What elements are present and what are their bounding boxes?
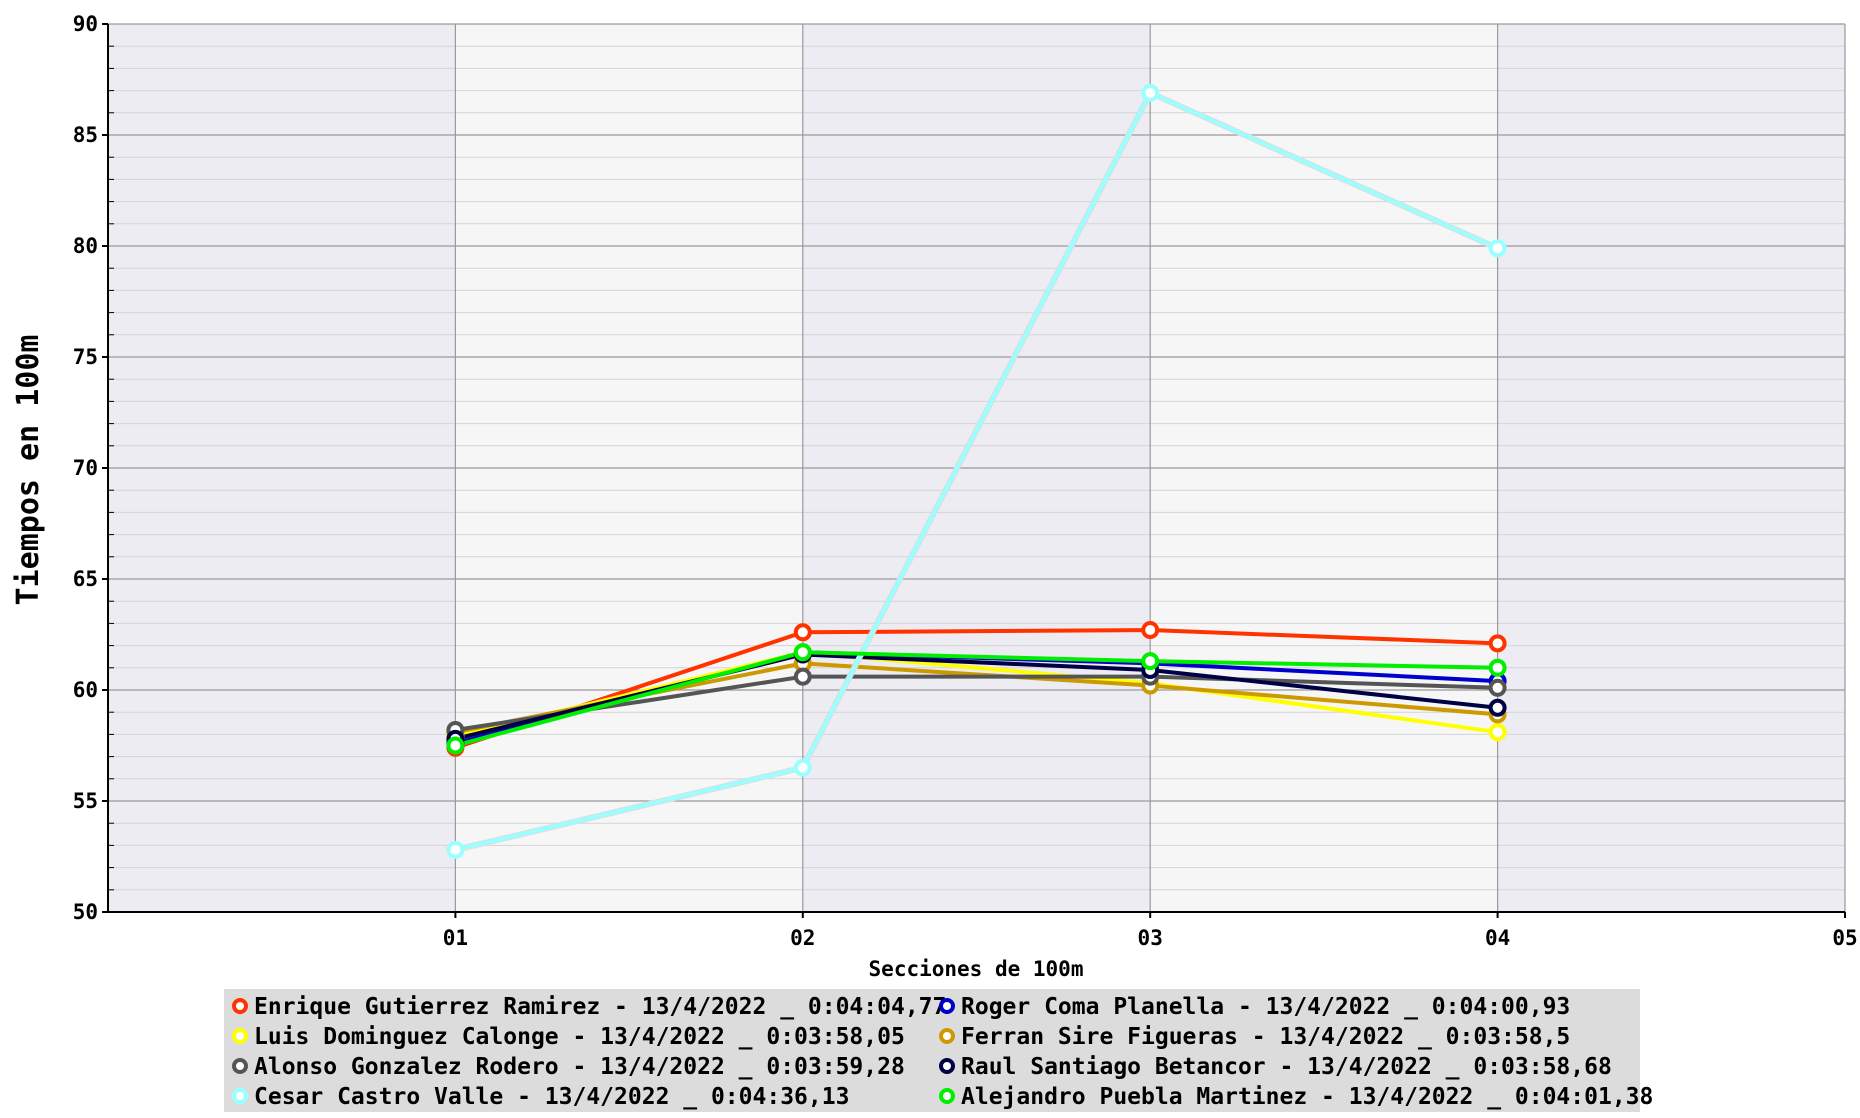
data-point (1488, 634, 1507, 653)
legend-label: Alejandro Puebla Martinez - 13/4/2022 _ … (961, 1084, 1653, 1110)
y-tick-label: 50 (73, 900, 98, 924)
x-axis-title: Secciones de 100m (869, 957, 1084, 981)
legend-marker (939, 1058, 955, 1074)
y-tick-label: 55 (73, 789, 98, 813)
legend-label: Enrique Gutierrez Ramirez - 13/4/2022 _ … (254, 994, 946, 1020)
y-tick-label: 60 (73, 678, 98, 702)
data-point (1488, 698, 1507, 717)
x-tick-labels: 01 02 03 04 05 (443, 912, 1858, 950)
legend: Enrique Gutierrez Ramirez - 13/4/2022 _ … (224, 989, 1653, 1112)
data-point (446, 840, 465, 859)
legend-marker (939, 998, 955, 1014)
series-lines (454, 89, 1499, 853)
y-tick-label: 80 (73, 234, 98, 258)
legend-marker (232, 998, 248, 1014)
legend-marker (232, 1088, 248, 1104)
legend-marker (939, 1028, 955, 1044)
legend-label: Raul Santiago Betancor - 13/4/2022 _ 0:0… (961, 1054, 1612, 1080)
y-tick-label: 70 (73, 456, 98, 480)
legend-marker (232, 1058, 248, 1074)
data-point (1141, 83, 1160, 102)
data-point (446, 736, 465, 755)
data-point (793, 623, 812, 642)
x-tick-label: 04 (1485, 926, 1510, 950)
x-tick-label: 02 (790, 926, 815, 950)
legend-marker (232, 1028, 248, 1044)
series-line (454, 652, 1498, 741)
x-tick-label: 03 (1138, 926, 1163, 950)
legend-label: Cesar Castro Valle - 13/4/2022 _ 0:04:36… (254, 1084, 849, 1110)
series-line (454, 650, 1498, 748)
series-markers (446, 83, 1507, 859)
x-tick-label: 01 (443, 926, 468, 950)
data-point (793, 643, 812, 662)
series-line (454, 628, 1498, 750)
series-line (454, 650, 1498, 739)
series-line (454, 90, 1499, 852)
x-tick-label: 05 (1832, 926, 1857, 950)
legend-box (224, 989, 1640, 1112)
legend-label: Alonso Gonzalez Rodero - 13/4/2022 _ 0:0… (254, 1054, 905, 1080)
y-tick-label: 75 (73, 345, 98, 369)
y-axis-title: Tiempos en 100m (11, 335, 46, 606)
data-point (793, 758, 812, 777)
data-point (1488, 239, 1507, 258)
series-line (455, 674, 1498, 732)
minor-gridlines (108, 45, 1845, 891)
data-point (793, 667, 812, 686)
legend-label: Ferran Sire Figueras - 13/4/2022 _ 0:03:… (961, 1024, 1570, 1050)
legend-label: Luis Dominguez Calonge - 13/4/2022 _ 0:0… (254, 1024, 905, 1050)
data-point (1141, 652, 1160, 671)
y-tick-label: 65 (73, 567, 98, 591)
data-point (1141, 621, 1160, 640)
y-tick-label: 85 (73, 123, 98, 147)
data-point (1488, 723, 1507, 742)
data-point (1488, 678, 1507, 697)
y-tick-labels: 50 55 60 65 70 75 80 85 90 (73, 12, 108, 924)
legend-label: Roger Coma Planella - 13/4/2022 _ 0:04:0… (961, 994, 1570, 1020)
legend-marker (939, 1088, 955, 1104)
data-point (1488, 658, 1507, 677)
y-tick-label: 90 (73, 12, 98, 36)
